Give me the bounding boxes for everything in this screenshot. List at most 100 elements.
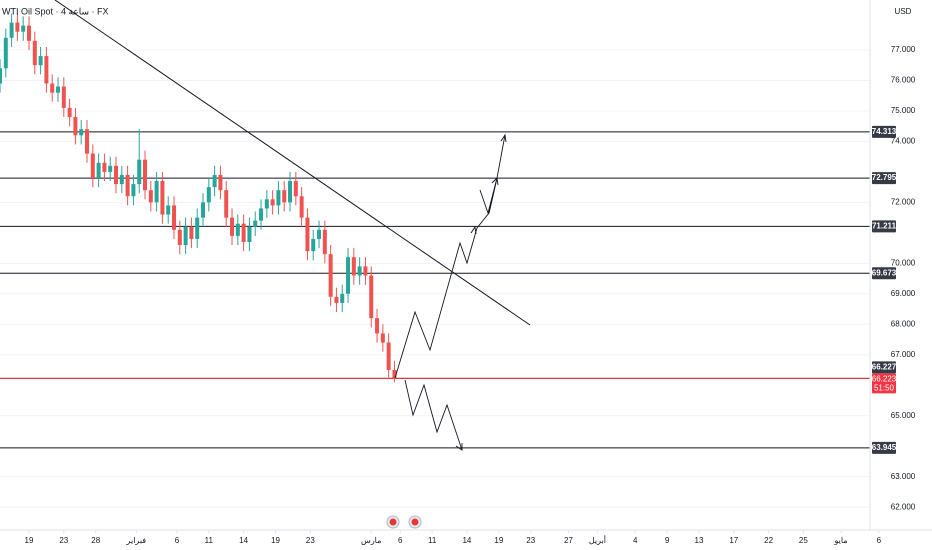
candle-body bbox=[90, 153, 95, 178]
candle-body bbox=[322, 229, 327, 255]
x-tick-label: 19 bbox=[25, 536, 34, 545]
arrow-head bbox=[491, 177, 499, 186]
candle-body bbox=[375, 318, 380, 334]
chart-title: WTI Oil Spot · 4 ساعة · FX bbox=[2, 6, 109, 16]
candle-body bbox=[119, 174, 124, 185]
candle-body bbox=[317, 229, 322, 239]
x-tick-label: 19 bbox=[494, 536, 503, 545]
flag bbox=[389, 518, 397, 526]
y-tick-label: 70.000 bbox=[891, 258, 916, 267]
candle-body bbox=[218, 174, 223, 191]
x-tick-label: مايو bbox=[834, 536, 848, 545]
x-tick-label: 6 bbox=[877, 536, 882, 545]
price-label-box bbox=[872, 373, 896, 394]
x-tick-label: 23 bbox=[59, 536, 68, 545]
price-label: 66.227 bbox=[872, 362, 897, 371]
candle-body bbox=[369, 275, 374, 319]
candle-body bbox=[392, 369, 397, 379]
candle-body bbox=[67, 107, 72, 118]
candle-body bbox=[96, 162, 101, 178]
event-icons bbox=[386, 515, 422, 529]
candle-body bbox=[56, 86, 61, 93]
candle-body bbox=[38, 56, 43, 66]
grid bbox=[0, 49, 870, 508]
candle-body bbox=[102, 162, 107, 172]
x-tick-label: 27 bbox=[564, 536, 573, 545]
candle-body bbox=[73, 117, 78, 136]
x-tick-label: فبراير bbox=[126, 536, 147, 545]
y-tick-label: 63.000 bbox=[891, 472, 916, 481]
candle-body bbox=[206, 187, 211, 203]
y-tick-label: 67.000 bbox=[891, 350, 916, 359]
candle-body bbox=[212, 174, 217, 188]
y-tick-label: 62.000 bbox=[891, 502, 916, 511]
price-label-box bbox=[872, 220, 896, 233]
candle-body bbox=[131, 184, 136, 197]
candle-body bbox=[50, 83, 55, 93]
price-label: 66.223 bbox=[872, 375, 897, 384]
y-tick-label: 77.000 bbox=[891, 45, 916, 54]
candle-body bbox=[0, 68, 2, 84]
candle-body bbox=[259, 208, 264, 221]
y-tick-label: 68.000 bbox=[891, 319, 916, 328]
candle-body bbox=[276, 190, 281, 206]
candle-body bbox=[328, 254, 333, 297]
candle-body bbox=[380, 333, 385, 343]
up-path bbox=[394, 177, 498, 379]
candle-body bbox=[114, 165, 119, 185]
flag bbox=[411, 518, 419, 526]
candle-body bbox=[235, 223, 240, 236]
candle-body bbox=[264, 199, 269, 209]
candle-body bbox=[172, 205, 177, 230]
x-tick-label: 6 bbox=[175, 536, 180, 545]
candle-body bbox=[9, 22, 14, 38]
candle-body bbox=[195, 217, 200, 239]
y-tick-label: 76.000 bbox=[891, 76, 916, 85]
candle-body bbox=[189, 226, 194, 239]
x-tick-label: 28 bbox=[91, 536, 100, 545]
price-label-box bbox=[872, 125, 896, 138]
candle-body bbox=[357, 266, 362, 276]
x-tick-label: 6 bbox=[398, 536, 403, 545]
candle-body bbox=[154, 181, 159, 203]
candle-body bbox=[346, 257, 351, 294]
price-label-box bbox=[872, 361, 896, 374]
candle-body bbox=[125, 174, 130, 197]
y-tick-label: 69.000 bbox=[891, 289, 916, 298]
arrow-head bbox=[455, 443, 463, 451]
x-tick-label: 25 bbox=[799, 536, 808, 545]
down-path bbox=[404, 379, 463, 451]
candle-body bbox=[32, 40, 37, 66]
x-tick-label: أبريل bbox=[589, 534, 606, 545]
x-tick-label: 11 bbox=[205, 536, 214, 545]
x-tick-label: 23 bbox=[306, 536, 315, 545]
x-tick-label: 13 bbox=[695, 536, 704, 545]
x-tick-label: 22 bbox=[764, 536, 773, 545]
price-label: 69.673 bbox=[872, 268, 897, 277]
candle-body bbox=[230, 217, 235, 236]
candle-body bbox=[288, 181, 293, 203]
x-tick-label: 17 bbox=[729, 536, 738, 545]
arrow-head bbox=[500, 133, 507, 143]
candle-body bbox=[247, 226, 252, 242]
x-tick-label: 23 bbox=[526, 536, 535, 545]
price-label-box bbox=[872, 267, 896, 280]
candle-body bbox=[21, 25, 26, 32]
candle-body bbox=[79, 129, 84, 136]
price-label: 63.945 bbox=[872, 443, 897, 452]
currency: USD bbox=[895, 7, 912, 16]
x-tick-label: 9 bbox=[665, 536, 670, 545]
x-tick-label: مارس bbox=[361, 536, 381, 545]
y-tick-label: 75.000 bbox=[891, 106, 916, 115]
projection bbox=[394, 133, 507, 451]
levels bbox=[0, 131, 870, 449]
y-tick-label: 74.000 bbox=[891, 137, 916, 146]
candle-body bbox=[61, 86, 66, 108]
candle-body bbox=[363, 266, 368, 276]
candle-body bbox=[15, 22, 20, 32]
candle-body bbox=[137, 159, 142, 185]
candle-body bbox=[160, 181, 165, 215]
